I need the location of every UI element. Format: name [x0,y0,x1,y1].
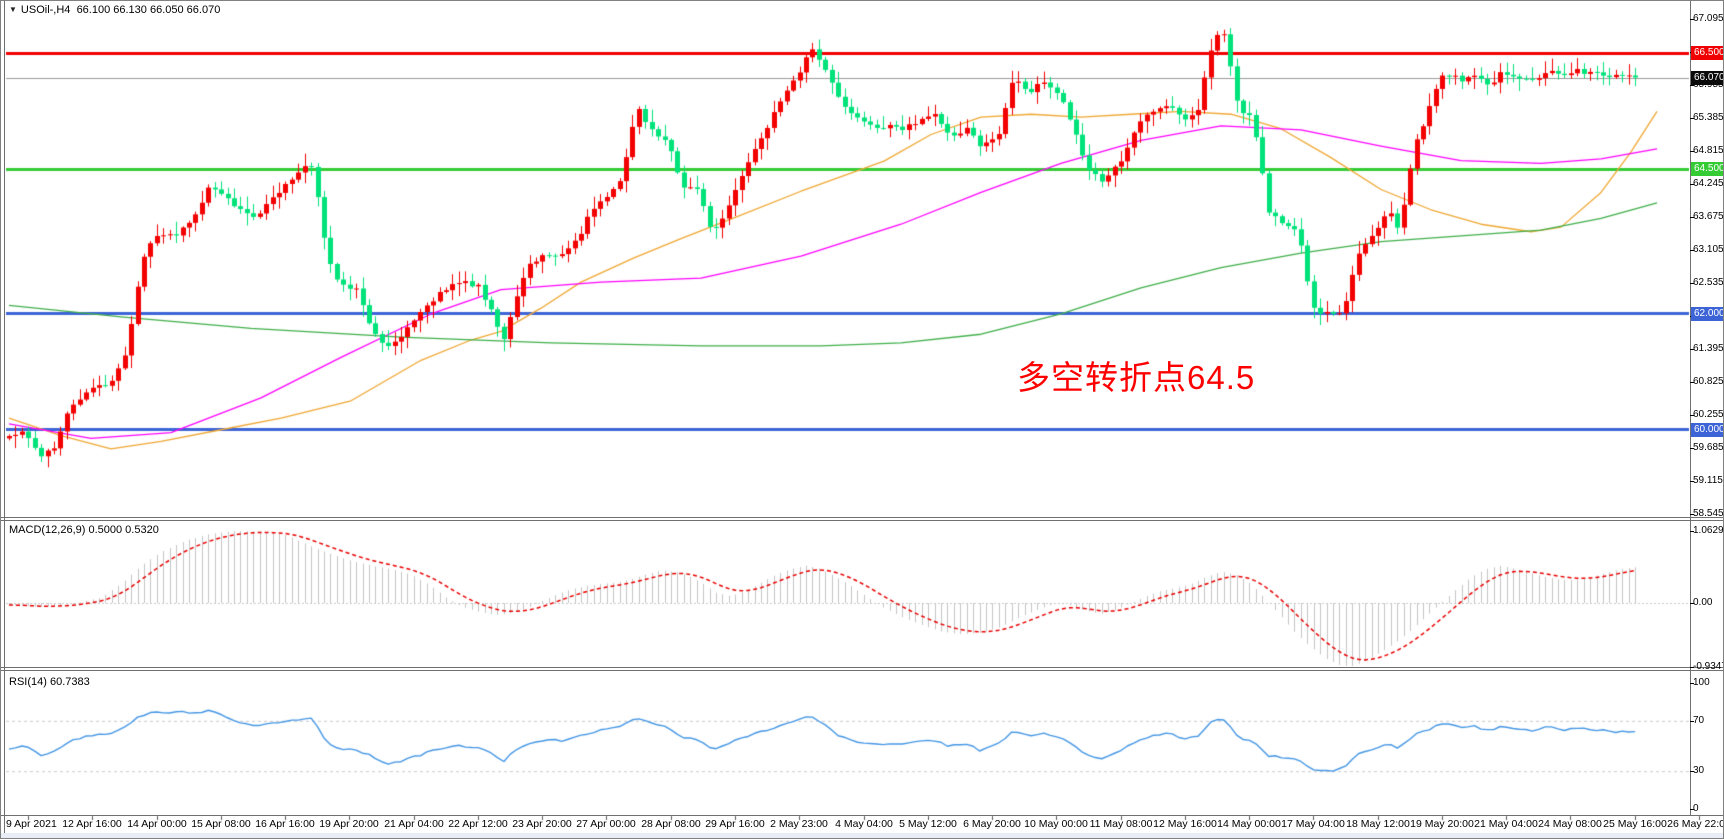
macd-axis-tickmark [1690,603,1694,604]
time-axis-label: 14 May 00:00 [1217,818,1281,830]
time-axis-label: 26 May 22:00 [1667,818,1723,830]
price-axis-tick: 65.385 [1693,112,1724,123]
price-axis-tick: 59.685 [1693,442,1724,453]
time-axis-label: 12 May 16:00 [1153,818,1217,830]
macd-axis-tick: 1.0629 [1693,525,1724,536]
time-axis-label: 28 Apr 08:00 [641,818,701,830]
price-axis-tickmark [1690,85,1694,86]
macd-axis-tick: 0.00 [1693,597,1713,608]
price-axis-tickmark [1690,481,1694,482]
price-level-badge: 66.500 [1691,46,1723,60]
price-axis-tickmark [1690,448,1694,449]
price-axis-tick: 64.245 [1693,178,1724,189]
price-axis-tick: 63.675 [1693,211,1724,222]
macd-axis-tickmark [1690,667,1694,668]
macd-indicator-label: MACD(12,26,9) 0.5000 0.5320 [9,524,159,536]
time-axis-label: 6 May 20:00 [963,818,1021,830]
price-axis-tickmark [1690,151,1694,152]
time-axis-label: 27 Apr 00:00 [576,818,636,830]
price-axis-tickmark [1690,217,1694,218]
rsi-indicator-label: RSI(14) 60.7383 [9,676,90,688]
time-axis-label: 5 May 12:00 [899,818,957,830]
macd-axis-tick: -0.9347 [1693,661,1724,672]
left-panel-border [4,1,5,838]
price-axis-tickmark [1690,184,1694,185]
price-level-badge: 62.000 [1691,307,1723,321]
time-axis-label: 2 May 23:00 [770,818,828,830]
time-axis-label: 19 Apr 20:00 [319,818,379,830]
rsi-axis-tick: 30 [1693,765,1705,776]
time-axis-label: 29 Apr 16:00 [705,818,765,830]
rsi-axis-tickmark [1690,721,1694,722]
chart-title: ▼ USOil-,H4 66.100 66.130 66.050 66.070 [9,4,220,16]
time-axis-label: 12 Apr 16:00 [62,818,122,830]
price-axis-tickmark [1690,349,1694,350]
time-axis-label: 24 May 08:00 [1538,818,1602,830]
price-axis-tickmark [1690,118,1694,119]
price-panel[interactable] [6,3,1689,517]
time-axis-label: 9 Apr 2021 [6,818,57,830]
rsi-panel[interactable] [6,670,1689,815]
time-axis-label: 21 May 04:00 [1474,818,1538,830]
price-axis-tick: 63.105 [1693,244,1724,255]
bottom-scroll-strip[interactable] [1,833,1723,838]
price-axis-tick: 60.255 [1693,409,1724,420]
price-axis-tickmark [1690,382,1694,383]
price-axis-tickmark [1690,283,1694,284]
price-level-badge: 60.000 [1691,423,1723,437]
price-axis-tick: 58.545 [1693,508,1724,519]
price-axis-tick: 67.095 [1693,13,1724,24]
price-axis-tickmark [1690,415,1694,416]
price-level-badge: 64.500 [1691,162,1723,176]
time-axis-label: 15 Apr 08:00 [191,818,251,830]
time-axis-label: 17 May 04:00 [1281,818,1345,830]
ohlc-values: 66.100 66.130 66.050 66.070 [76,4,221,16]
panel-divider[interactable] [1,520,1723,521]
time-axis-label: 22 Apr 12:00 [448,818,508,830]
time-axis-label: 23 Apr 20:00 [512,818,572,830]
price-axis-tick: 64.815 [1693,145,1724,156]
time-axis-label: 11 May 08:00 [1089,818,1153,830]
time-axis-label: 10 May 00:00 [1024,818,1088,830]
price-axis-tickmark [1690,514,1694,515]
panel-divider[interactable] [1,517,1723,518]
time-axis-label: 14 Apr 00:00 [127,818,187,830]
rsi-axis-tick: 100 [1693,677,1710,688]
chart-collapse-icon[interactable]: ▼ [9,5,17,14]
macd-axis-tickmark [1690,531,1694,532]
time-axis-border [1,815,1723,816]
rsi-axis-tickmark [1690,809,1694,810]
price-axis-tick: 59.115 [1693,475,1723,486]
price-axis-tick: 61.395 [1693,343,1724,354]
rsi-axis-tickmark [1690,771,1694,772]
rsi-axis-tickmark [1690,683,1694,684]
time-axis-label: 18 May 12:00 [1346,818,1410,830]
time-axis-label: 19 May 20:00 [1410,818,1474,830]
time-axis-label: 4 May 04:00 [835,818,893,830]
rsi-axis-tick: 70 [1693,715,1705,726]
time-axis-label: 25 May 16:00 [1603,818,1667,830]
price-level-badge: 66.070 [1691,71,1723,85]
price-scale-border [1690,1,1691,815]
rsi-axis-tick: 0 [1693,803,1699,814]
macd-panel[interactable] [6,521,1689,667]
price-axis-tick: 62.535 [1693,277,1724,288]
panel-divider[interactable] [1,670,1723,671]
price-axis-tickmark [1690,250,1694,251]
symbol-period-label: USOil-,H4 [20,4,71,16]
panel-divider[interactable] [1,667,1723,668]
price-axis-tickmark [1690,19,1694,20]
time-axis-label: 16 Apr 16:00 [255,818,315,830]
time-axis-label: 21 Apr 04:00 [384,818,444,830]
price-axis-tick: 60.825 [1693,376,1724,387]
chart-annotation-text[interactable]: 多空转折点64.5 [1017,359,1256,396]
